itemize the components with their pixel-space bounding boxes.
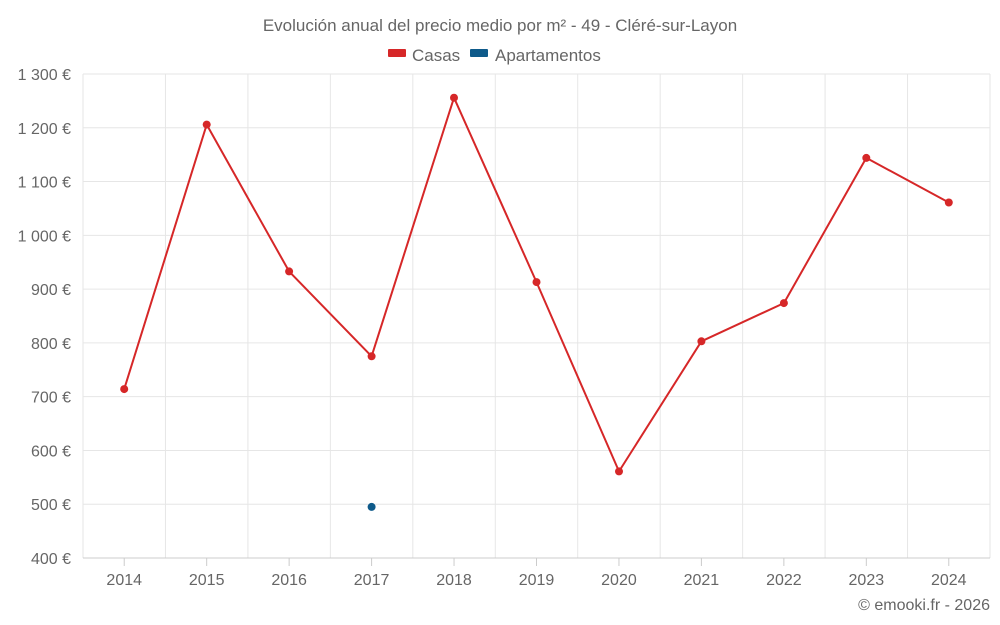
y-tick-label: 1 300 € bbox=[18, 67, 71, 84]
x-tick-label: 2024 bbox=[931, 572, 967, 589]
y-axis-labels: 400 € 500 € 600 € 700 € 800 € 900 € 1 000 € 1 1… bbox=[18, 67, 71, 568]
data-point-casas[interactable] bbox=[944, 198, 953, 207]
y-tick-label: 500 € bbox=[31, 497, 71, 514]
y-tick-label: 1 100 € bbox=[18, 175, 71, 192]
data-point-apartamentos[interactable] bbox=[367, 502, 376, 511]
x-tick-label: 2019 bbox=[519, 572, 555, 589]
y-tick-label: 400 € bbox=[31, 551, 71, 568]
y-tick-label: 800 € bbox=[31, 336, 71, 353]
x-axis-labels: 2014 2015 2016 2017 2018 2019 2020 2021 2022 2023… bbox=[106, 572, 966, 589]
data-point-casas[interactable] bbox=[862, 153, 871, 162]
data-point-casas[interactable] bbox=[779, 299, 788, 308]
data-point-casas[interactable] bbox=[120, 385, 129, 394]
legend-label-casas[interactable]: Casas bbox=[412, 46, 460, 65]
chart-grid bbox=[82, 73, 991, 559]
data-point-casas[interactable] bbox=[532, 278, 541, 287]
data-point-casas[interactable] bbox=[450, 93, 458, 102]
y-tick-label: 1 200 € bbox=[18, 121, 71, 138]
data-point-casas[interactable] bbox=[285, 267, 294, 276]
x-tick-label: 2021 bbox=[684, 572, 720, 589]
legend-label-apartamentos[interactable]: Apartamentos bbox=[495, 46, 601, 65]
data-point-casas[interactable] bbox=[615, 467, 623, 476]
chart-credit: © emooki.fr - 2026 bbox=[858, 597, 990, 614]
x-tick-label: 2015 bbox=[189, 572, 225, 589]
y-tick-label: 900 € bbox=[31, 282, 71, 299]
y-tick-label: 700 € bbox=[31, 390, 71, 407]
data-point-casas[interactable] bbox=[697, 337, 706, 346]
data-point-casas[interactable] bbox=[202, 120, 211, 129]
y-tick-label: 1 000 € bbox=[18, 228, 71, 245]
y-tick-label: 600 € bbox=[31, 443, 71, 460]
data-point-casas[interactable] bbox=[367, 352, 376, 361]
x-tick-label: 2020 bbox=[601, 572, 637, 589]
legend-swatch-apartamentos[interactable] bbox=[470, 49, 488, 57]
chart-series[interactable] bbox=[120, 93, 953, 511]
x-tick-label: 2016 bbox=[271, 572, 307, 589]
chart-axes bbox=[83, 557, 990, 566]
legend-swatch-casas[interactable] bbox=[388, 49, 406, 57]
x-tick-label: 2014 bbox=[106, 572, 142, 589]
chart-legend[interactable]: Casas Apartamentos bbox=[388, 46, 601, 65]
x-tick-label: 2017 bbox=[354, 572, 390, 589]
x-tick-label: 2018 bbox=[436, 572, 472, 589]
x-tick-label: 2022 bbox=[766, 572, 802, 589]
x-tick-label: 2023 bbox=[849, 572, 885, 589]
chart-title: Evolución anual del precio medio por m² … bbox=[263, 16, 737, 35]
